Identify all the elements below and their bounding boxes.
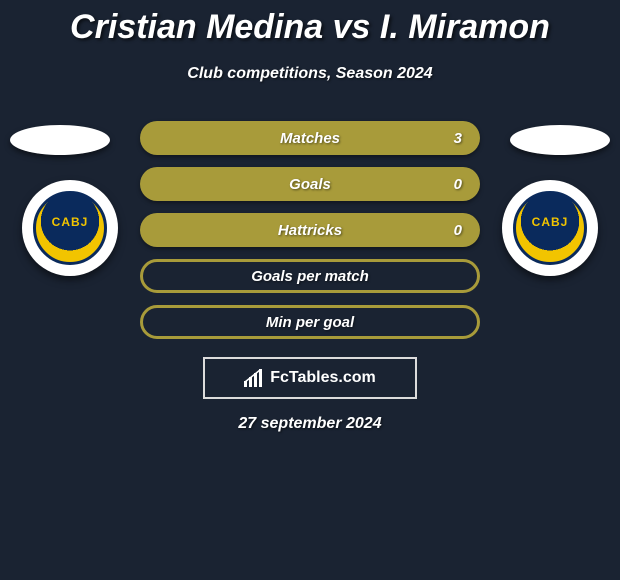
stat-label: Goals per match — [143, 268, 477, 285]
stat-row-goals-per-match: Goals per match — [140, 259, 480, 293]
stat-label: Matches — [140, 130, 480, 147]
page-title: Cristian Medina vs I. Miramon — [0, 0, 620, 47]
stat-row-hattricks: Hattricks 0 — [140, 213, 480, 247]
brand-box[interactable]: FcTables.com — [203, 357, 417, 399]
stat-label: Goals — [140, 176, 480, 193]
footer-date: 27 september 2024 — [0, 415, 620, 433]
stat-value: 0 — [454, 176, 462, 193]
page-subtitle: Club competitions, Season 2024 — [0, 65, 620, 83]
stat-row-goals: Goals 0 — [140, 167, 480, 201]
bars-icon — [244, 369, 264, 387]
stats-area: Matches 3 Goals 0 Hattricks 0 Goals per … — [0, 121, 620, 339]
stat-row-min-per-goal: Min per goal — [140, 305, 480, 339]
stat-label: Hattricks — [140, 222, 480, 239]
stat-row-matches: Matches 3 — [140, 121, 480, 155]
stat-value: 3 — [454, 130, 462, 147]
stat-label: Min per goal — [143, 314, 477, 331]
brand-text: FcTables.com — [270, 369, 376, 387]
stat-value: 0 — [454, 222, 462, 239]
